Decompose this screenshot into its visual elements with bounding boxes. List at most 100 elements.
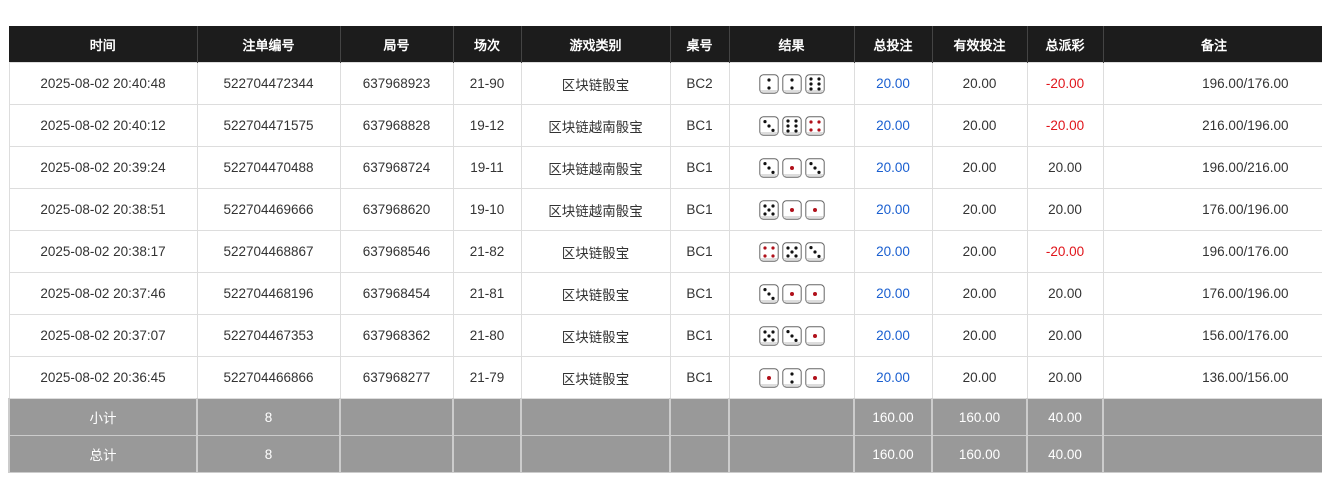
- note-cell: 176.00/196.00: [1102, 188, 1322, 231]
- table-row: 2025-08-02 20:40:48 522704472344 6379689…: [8, 62, 1322, 105]
- valid-bet-cell: 20.00: [931, 272, 1028, 315]
- payout-cell: -20.00: [1026, 62, 1104, 105]
- payout-cell: -20.00: [1026, 230, 1104, 273]
- die-6-icon: [781, 115, 802, 136]
- column-header: 游戏类别: [521, 26, 671, 63]
- column-header: 注单编号: [197, 26, 341, 63]
- total-bet-cell: 20.00: [853, 314, 933, 357]
- table-row: 2025-08-02 20:38:17 522704468867 6379685…: [8, 230, 1322, 273]
- summary-label: 总计: [8, 435, 198, 473]
- column-header: 总派彩: [1027, 26, 1104, 63]
- result-cell: [728, 230, 855, 273]
- time-cell: 2025-08-02 20:36:45: [8, 356, 198, 399]
- valid-bet-cell: 20.00: [931, 104, 1028, 147]
- result-cell: [728, 146, 855, 189]
- payout-cell: 20.00: [1026, 272, 1104, 315]
- session-cell: 19-11: [452, 146, 522, 189]
- bet-id-cell: 522704470488: [196, 146, 341, 189]
- game-cell: 区块链越南骰宝: [520, 104, 671, 147]
- bet-id-cell: 522704467353: [196, 314, 341, 357]
- table-row: 2025-08-02 20:36:45 522704466866 6379682…: [8, 356, 1322, 399]
- die-1-icon: [804, 283, 825, 304]
- game-cell: 区块链骰宝: [520, 272, 671, 315]
- table-cell: BC1: [669, 104, 730, 147]
- total-bet-cell: 20.00: [853, 104, 933, 147]
- total-bet-cell: 20.00: [853, 230, 933, 273]
- time-cell: 2025-08-02 20:39:24: [8, 146, 198, 189]
- note-cell: 216.00/196.00: [1102, 104, 1322, 147]
- result-cell: [728, 272, 855, 315]
- column-header: 桌号: [670, 26, 730, 63]
- round-cell: 637968724: [339, 146, 454, 189]
- die-4-icon: [804, 115, 825, 136]
- time-cell: 2025-08-02 20:40:48: [8, 62, 198, 105]
- game-cell: 区块链骰宝: [520, 62, 671, 105]
- bet-id-cell: 522704471575: [196, 104, 341, 147]
- time-cell: 2025-08-02 20:37:46: [8, 272, 198, 315]
- game-cell: 区块链骰宝: [520, 356, 671, 399]
- die-1-icon: [781, 199, 802, 220]
- table-row: 2025-08-02 20:40:12 522704471575 6379688…: [8, 104, 1322, 147]
- note-cell: 196.00/176.00: [1102, 230, 1322, 273]
- die-3-icon: [758, 283, 779, 304]
- die-3-icon: [804, 157, 825, 178]
- session-cell: 21-79: [452, 356, 522, 399]
- summary-valid-bet: 160.00: [931, 398, 1028, 436]
- table-cell: BC1: [669, 146, 730, 189]
- grand_total-row: 总计 8 160.00 160.00 40.00: [8, 435, 1322, 473]
- payout-cell: -20.00: [1026, 104, 1104, 147]
- game-cell: 区块链越南骰宝: [520, 188, 671, 231]
- bet-id-cell: 522704468867: [196, 230, 341, 273]
- die-5-icon: [758, 199, 779, 220]
- table-row: 2025-08-02 20:37:07 522704467353 6379683…: [8, 314, 1322, 357]
- session-cell: 19-12: [452, 104, 522, 147]
- total-bet-cell: 20.00: [853, 188, 933, 231]
- payout-cell: 20.00: [1026, 188, 1104, 231]
- column-header: 时间: [9, 26, 198, 63]
- column-header: 备注: [1103, 26, 1322, 63]
- session-cell: 19-10: [452, 188, 522, 231]
- die-2-icon: [758, 73, 779, 94]
- die-6-icon: [804, 73, 825, 94]
- round-cell: 637968454: [339, 272, 454, 315]
- column-header: 总投注: [854, 26, 933, 63]
- result-cell: [728, 356, 855, 399]
- session-cell: 21-80: [452, 314, 522, 357]
- die-1-icon: [781, 157, 802, 178]
- bet-records-table: 时间 注单编号 局号 场次 游戏类别 桌号 结果 总投注 有效投注 总派彩 备注 2025-08-0…: [8, 26, 1322, 473]
- bet-id-cell: 522704472344: [196, 62, 341, 105]
- die-3-icon: [758, 115, 779, 136]
- payout-cell: 20.00: [1026, 356, 1104, 399]
- result-cell: [728, 104, 855, 147]
- valid-bet-cell: 20.00: [931, 230, 1028, 273]
- table-cell: BC2: [669, 62, 730, 105]
- bet-id-cell: 522704468196: [196, 272, 341, 315]
- table-header: 时间 注单编号 局号 场次 游戏类别 桌号 结果 总投注 有效投注 总派彩 备注: [9, 26, 1322, 63]
- summary-count: 8: [196, 435, 341, 473]
- game-cell: 区块链骰宝: [520, 230, 671, 273]
- note-cell: 196.00/216.00: [1102, 146, 1322, 189]
- payout-cell: 20.00: [1026, 314, 1104, 357]
- time-cell: 2025-08-02 20:38:51: [8, 188, 198, 231]
- die-2-icon: [781, 73, 802, 94]
- die-1-icon: [804, 367, 825, 388]
- bet-id-cell: 522704469666: [196, 188, 341, 231]
- die-1-icon: [804, 325, 825, 346]
- die-3-icon: [781, 325, 802, 346]
- total-bet-cell: 20.00: [853, 272, 933, 315]
- valid-bet-cell: 20.00: [931, 356, 1028, 399]
- round-cell: 637968620: [339, 188, 454, 231]
- note-cell: 156.00/176.00: [1102, 314, 1322, 357]
- session-cell: 21-81: [452, 272, 522, 315]
- session-cell: 21-90: [452, 62, 522, 105]
- table-cell: BC1: [669, 272, 730, 315]
- time-cell: 2025-08-02 20:37:07: [8, 314, 198, 357]
- valid-bet-cell: 20.00: [931, 146, 1028, 189]
- summary-total-bet: 160.00: [853, 398, 933, 436]
- summary-count: 8: [196, 398, 341, 436]
- round-cell: 637968277: [339, 356, 454, 399]
- die-5-icon: [781, 241, 802, 262]
- valid-bet-cell: 20.00: [931, 314, 1028, 357]
- subtotal-row: 小计 8 160.00 160.00 40.00: [8, 398, 1322, 436]
- table-cell: BC1: [669, 356, 730, 399]
